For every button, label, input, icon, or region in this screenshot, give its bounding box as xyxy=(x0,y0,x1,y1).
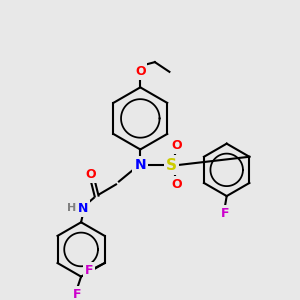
Text: N: N xyxy=(134,158,146,172)
Text: H: H xyxy=(67,203,76,213)
Text: O: O xyxy=(135,65,146,78)
Text: F: F xyxy=(85,264,93,277)
Text: O: O xyxy=(85,168,96,181)
Text: O: O xyxy=(172,178,182,191)
Text: F: F xyxy=(73,288,82,300)
Text: F: F xyxy=(220,207,229,220)
Text: O: O xyxy=(172,139,182,152)
Text: N: N xyxy=(78,202,88,215)
Text: S: S xyxy=(166,158,177,172)
